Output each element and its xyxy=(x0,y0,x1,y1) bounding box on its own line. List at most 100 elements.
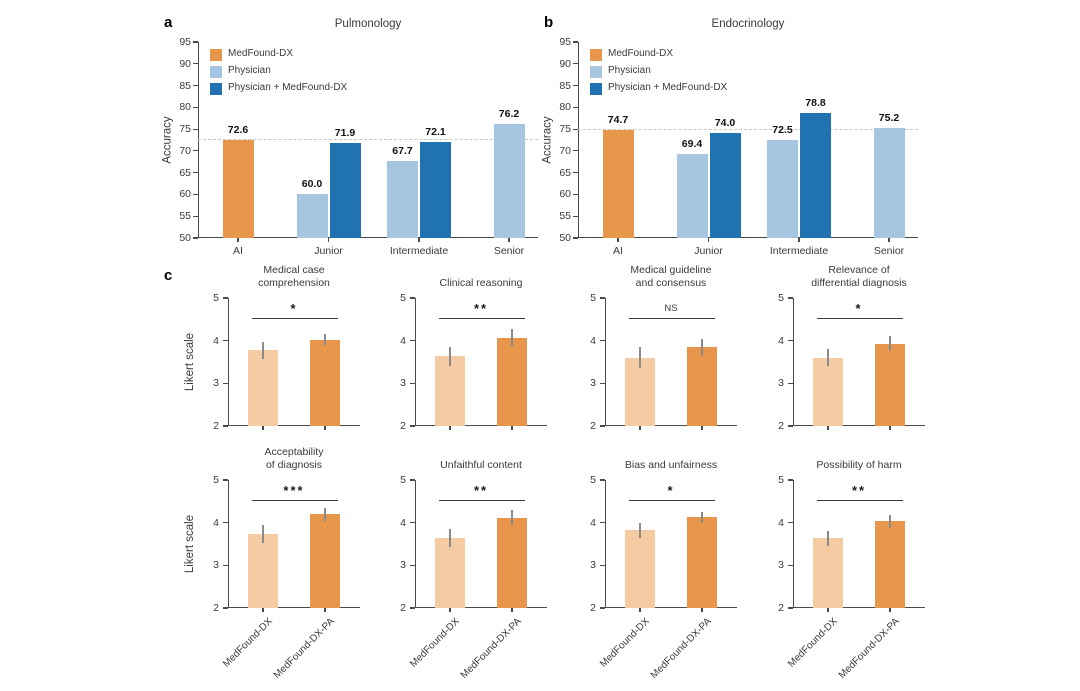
panel-label: c xyxy=(164,267,173,284)
chart-title: Pulmonology xyxy=(334,18,402,30)
error-bar xyxy=(511,329,513,347)
legend-label: Physician + MedFound-DX xyxy=(608,82,728,93)
bar-medfound-dx xyxy=(602,130,634,238)
bar-medfound-dx xyxy=(435,537,465,608)
y-tick-label: 60 xyxy=(179,188,191,201)
significance-label: ** xyxy=(851,483,867,498)
y-tick-label: 5 xyxy=(400,292,406,304)
panel-b-endocrinology: b Endocrinology Accuracy 50 55 60 65 70 75 80 85 90… xyxy=(540,8,932,265)
y-tick-label: 5 xyxy=(213,474,219,486)
y-tick-label: 3 xyxy=(590,559,596,572)
y-tick-mark xyxy=(410,382,415,384)
y-tick-mark xyxy=(788,479,793,481)
x-tick-mark xyxy=(701,608,703,612)
y-tick-label: 50 xyxy=(559,232,571,244)
plot-area xyxy=(793,298,925,426)
y-tick-mark xyxy=(193,84,198,87)
legend-label: Physician xyxy=(608,65,651,76)
y-tick-label: 4 xyxy=(400,334,406,347)
y-axis-title-wrap: Likert scale xyxy=(182,298,198,426)
legend-label: Physician + MedFound-DX xyxy=(228,82,348,93)
bar-value-label: 69.4 xyxy=(681,137,703,150)
y-tick-mark xyxy=(193,63,198,65)
bar-medfound-dx-pa xyxy=(497,337,527,426)
error-bar xyxy=(827,349,829,367)
significance-line xyxy=(817,500,903,502)
chart-title-line: comprehension xyxy=(258,277,330,289)
x-tick-mark xyxy=(511,608,513,612)
y-tick-label: 70 xyxy=(559,144,571,157)
bar-value-label: 67.7 xyxy=(392,144,413,157)
bar-medfound-dx-pa xyxy=(497,517,527,608)
plot-area xyxy=(578,42,918,238)
y-tick-label: 3 xyxy=(213,559,219,572)
bar-physician-medfound-dx xyxy=(329,142,361,238)
y-tick-mark xyxy=(573,41,578,43)
y-tick-label: 85 xyxy=(179,79,191,92)
y-tick-mark xyxy=(788,607,793,609)
y-tick-label: 75 xyxy=(179,123,191,136)
chart-title-line: and consensus xyxy=(635,277,707,289)
error-bar xyxy=(449,528,451,547)
y-tick-mark xyxy=(573,106,578,108)
x-tick-mark xyxy=(237,238,239,242)
bar-physician xyxy=(676,153,708,238)
y-tick-mark xyxy=(223,297,228,299)
y-tick-mark xyxy=(193,215,198,217)
y-tick-mark xyxy=(193,128,198,130)
x-tick-label: MedFound-DX-PA xyxy=(836,616,902,682)
y-tick-label: 2 xyxy=(213,602,219,614)
x-tick-mark xyxy=(511,426,513,430)
significance-label: * xyxy=(290,301,298,316)
chart-title-block: Bias and unfairness xyxy=(580,459,762,472)
y-tick-label: 55 xyxy=(179,210,191,223)
error-bar xyxy=(889,514,891,528)
y-tick-label: 2 xyxy=(778,602,784,614)
error-bar xyxy=(701,338,703,357)
legend-label: MedFound-DX xyxy=(608,48,674,59)
y-tick-label: 4 xyxy=(213,516,219,529)
y-tick-label: 4 xyxy=(778,334,784,347)
y-tick-mark xyxy=(573,215,578,217)
y-tick-label: 95 xyxy=(559,36,571,48)
y-tick-label: 5 xyxy=(213,292,219,304)
chart-title-line: Relevance of xyxy=(828,264,890,276)
y-tick-label: 75 xyxy=(559,123,571,136)
y-tick-mark xyxy=(193,193,198,196)
y-tick-mark xyxy=(600,425,605,427)
y-axis-title: Likert scale xyxy=(184,332,197,392)
chart-title-line: Medical case xyxy=(263,264,325,276)
error-bar xyxy=(262,525,264,544)
error-bar xyxy=(889,336,891,351)
y-tick-label: 3 xyxy=(400,377,406,390)
y-tick-mark xyxy=(193,150,198,152)
y-tick-mark xyxy=(223,425,228,427)
y-tick-label: 3 xyxy=(778,377,784,390)
y-tick-mark xyxy=(193,172,198,174)
plot-area xyxy=(605,480,737,608)
y-tick-label: 65 xyxy=(179,166,191,179)
x-tick-label: MedFound-DX-PA xyxy=(271,616,337,682)
y-tick-mark xyxy=(788,297,793,299)
y-tick-label: 5 xyxy=(778,292,784,304)
y-tick-mark xyxy=(573,237,578,239)
y-tick-mark xyxy=(573,128,578,130)
y-tick-mark xyxy=(193,41,198,43)
bar-value-label: 75.2 xyxy=(878,112,900,125)
significance-line xyxy=(252,500,338,502)
significance-label: * xyxy=(855,301,863,316)
y-tick-label: 80 xyxy=(559,101,571,114)
chart-title-line: differential diagnosis xyxy=(811,277,907,289)
bar-physician xyxy=(296,194,328,238)
y-tick-mark xyxy=(410,479,415,481)
y-tick-label: 4 xyxy=(590,334,596,347)
plot-area xyxy=(228,298,360,426)
y-tick-label: 60 xyxy=(559,188,571,201)
chart-title-block: Clinical reasoning xyxy=(390,277,572,290)
y-tick-label: 5 xyxy=(778,474,784,486)
y-tick-label: 5 xyxy=(400,474,406,486)
y-tick-label: 3 xyxy=(590,377,596,390)
plot-area xyxy=(228,480,360,608)
bar-medfound-dx-pa xyxy=(875,343,905,426)
